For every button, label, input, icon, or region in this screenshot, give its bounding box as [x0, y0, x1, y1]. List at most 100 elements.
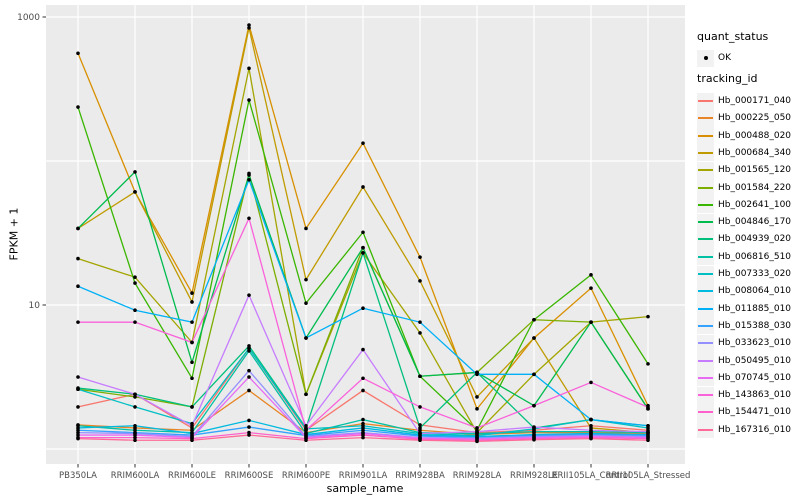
data-point[interactable] [133, 275, 137, 279]
data-point[interactable] [190, 340, 194, 345]
data-point[interactable] [646, 314, 650, 319]
legend-item-Hb_143863_010[interactable]: Hb_143863_010 [697, 386, 791, 404]
data-point[interactable] [646, 362, 650, 366]
data-point[interactable] [646, 429, 650, 434]
data-point[interactable] [76, 256, 80, 261]
data-point[interactable] [76, 405, 80, 409]
data-point[interactable] [247, 293, 251, 297]
data-point[interactable] [532, 372, 536, 377]
data-point[interactable] [475, 395, 479, 399]
legend-item-Hb_004939_020[interactable]: Hb_004939_020 [697, 230, 791, 248]
data-point[interactable] [247, 98, 251, 102]
data-point[interactable] [361, 230, 365, 235]
data-point[interactable] [133, 281, 137, 285]
data-point[interactable] [133, 392, 137, 397]
data-point[interactable] [76, 436, 80, 441]
legend-item-Hb_002641_100[interactable]: Hb_002641_100 [697, 196, 791, 214]
legend-item-Hb_008064_010[interactable]: Hb_008064_010 [697, 282, 791, 300]
data-point[interactable] [304, 226, 308, 231]
data-point[interactable] [532, 317, 536, 322]
data-point[interactable] [589, 286, 593, 290]
data-point[interactable] [304, 277, 308, 282]
legend-item-Hb_000684_340[interactable]: Hb_000684_340 [697, 144, 791, 162]
data-point[interactable] [361, 306, 365, 311]
data-point[interactable] [361, 185, 365, 189]
data-point[interactable] [418, 255, 422, 259]
legend-item-Hb_000225_050[interactable]: Hb_000225_050 [697, 109, 791, 127]
data-point[interactable] [247, 178, 251, 182]
legend-item-Hb_050495_010[interactable]: Hb_050495_010 [697, 352, 791, 370]
data-point[interactable] [361, 347, 365, 352]
data-point[interactable] [133, 438, 137, 443]
data-point[interactable] [361, 435, 365, 440]
legend-item-Hb_007333_020[interactable]: Hb_007333_020 [697, 265, 791, 283]
data-point[interactable] [190, 405, 194, 409]
data-point[interactable] [475, 429, 479, 434]
legend-item-Hb_167316_010[interactable]: Hb_167316_010 [697, 421, 791, 439]
data-point[interactable] [418, 426, 422, 430]
data-point[interactable] [475, 426, 479, 430]
data-point[interactable] [247, 216, 251, 221]
data-point[interactable] [589, 380, 593, 385]
data-point[interactable] [418, 405, 422, 409]
legend-item-quant-status-ok[interactable]: OK [697, 49, 731, 67]
data-point[interactable] [133, 423, 137, 428]
data-point[interactable] [76, 375, 80, 379]
data-point[interactable] [76, 433, 80, 437]
data-point[interactable] [190, 291, 194, 295]
data-point[interactable] [76, 284, 80, 289]
data-point[interactable] [247, 349, 251, 353]
legend-item-Hb_033623_010[interactable]: Hb_033623_010 [697, 334, 791, 352]
data-point[interactable] [190, 360, 194, 365]
data-point[interactable] [190, 376, 194, 381]
legend-item-Hb_001565_120[interactable]: Hb_001565_120 [697, 161, 791, 179]
legend-item-Hb_015388_030[interactable]: Hb_015388_030 [697, 317, 791, 335]
data-point[interactable] [76, 387, 80, 392]
data-point[interactable] [190, 423, 194, 428]
data-point[interactable] [475, 407, 479, 411]
data-point[interactable] [589, 273, 593, 277]
data-point[interactable] [190, 438, 194, 443]
data-point[interactable] [76, 105, 80, 109]
data-point[interactable] [475, 439, 479, 444]
data-point[interactable] [304, 301, 308, 305]
data-point[interactable] [589, 320, 593, 324]
data-point[interactable] [418, 279, 422, 283]
data-point[interactable] [361, 251, 365, 255]
data-point[interactable] [418, 431, 422, 436]
legend-item-Hb_000488_020[interactable]: Hb_000488_020 [697, 127, 791, 145]
legend-item-Hb_000171_040[interactable]: Hb_000171_040 [697, 92, 791, 110]
data-point[interactable] [418, 374, 422, 379]
data-point[interactable] [418, 438, 422, 443]
data-point[interactable] [247, 26, 251, 30]
data-point[interactable] [133, 405, 137, 409]
data-point[interactable] [532, 336, 536, 340]
data-point[interactable] [418, 423, 422, 427]
data-point[interactable] [361, 433, 365, 437]
data-point[interactable] [532, 429, 536, 434]
data-point[interactable] [304, 423, 308, 428]
data-point[interactable] [247, 433, 251, 437]
data-point[interactable] [247, 23, 251, 27]
data-point[interactable] [589, 417, 593, 422]
data-point[interactable] [589, 428, 593, 433]
data-point[interactable] [76, 51, 80, 56]
data-point[interactable] [247, 173, 251, 177]
data-point[interactable] [646, 438, 650, 443]
data-point[interactable] [133, 435, 137, 440]
data-point[interactable] [418, 320, 422, 324]
legend-item-Hb_070745_010[interactable]: Hb_070745_010 [697, 369, 791, 387]
data-point[interactable] [361, 388, 365, 393]
data-point[interactable] [133, 395, 137, 399]
data-point[interactable] [247, 368, 251, 373]
data-point[interactable] [589, 436, 593, 441]
data-point[interactable] [76, 226, 80, 231]
data-point[interactable] [247, 375, 251, 379]
data-point[interactable] [361, 376, 365, 381]
data-point[interactable] [133, 308, 137, 313]
data-point[interactable] [361, 141, 365, 145]
data-point[interactable] [475, 372, 479, 377]
data-point[interactable] [133, 433, 137, 437]
data-point[interactable] [532, 403, 536, 408]
legend-item-Hb_004846_170[interactable]: Hb_004846_170 [697, 213, 791, 231]
